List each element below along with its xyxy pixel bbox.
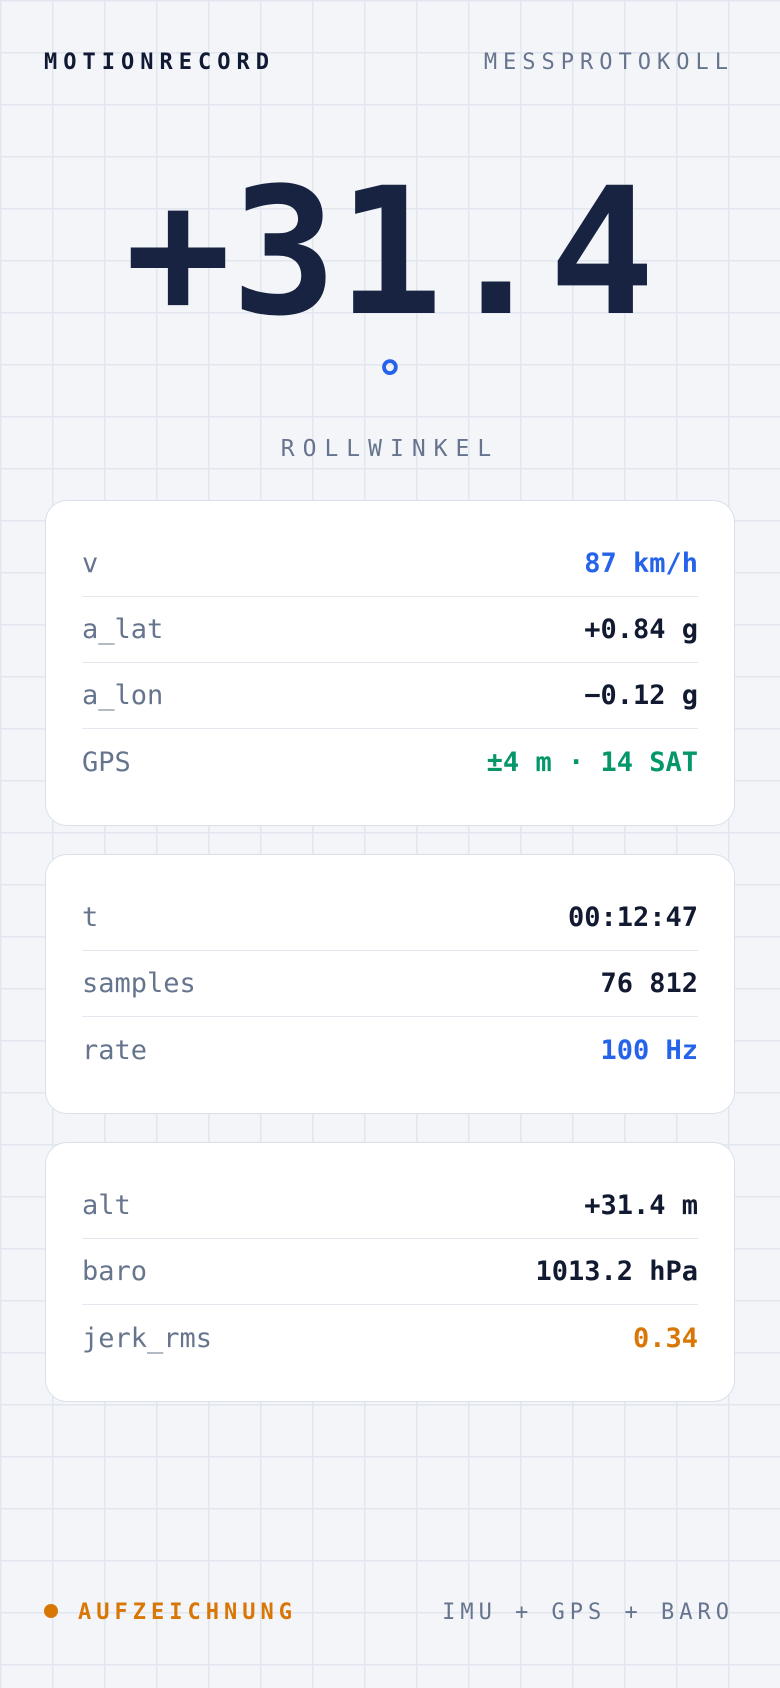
brand: MOTIONRECORD <box>44 50 275 75</box>
row: samples 76 812 <box>82 951 698 1017</box>
card: t 00:12:47 samples 76 812 rate 100 Hz <box>45 854 735 1114</box>
row-value: −0.12 g <box>584 680 698 711</box>
row: a_lat +0.84 g <box>82 597 698 663</box>
row: t 00:12:47 <box>82 885 698 951</box>
row: baro 1013.2 hPa <box>82 1239 698 1305</box>
row-label: baro <box>82 1256 148 1287</box>
row-value: 76 812 <box>600 968 698 999</box>
row: rate 100 Hz <box>82 1017 698 1083</box>
sensors: IMU + GPS + BARO <box>442 1600 734 1625</box>
row-value: ±4 m · 14 SAT <box>486 746 698 778</box>
row: alt +31.4 m <box>82 1173 698 1239</box>
row-value: 87 km/h <box>584 548 698 579</box>
row-label: GPS <box>82 746 131 778</box>
row-value: 100 Hz <box>600 1034 698 1066</box>
row-value: 00:12:47 <box>567 902 698 933</box>
row: v 87 km/h <box>82 531 698 597</box>
card: alt +31.4 m baro 1013.2 hPa jerk_rms 0.34 <box>45 1142 735 1402</box>
row-label: jerk_rms <box>82 1322 213 1354</box>
hero-value: +31.4 <box>125 150 655 355</box>
row-value: 1013.2 hPa <box>535 1256 698 1287</box>
row: a_lon −0.12 g <box>82 663 698 729</box>
row-label: v <box>82 548 99 579</box>
status: AUFZEICHNUNG <box>44 1600 297 1625</box>
header-label: MESSPROTOKOLL <box>483 50 734 75</box>
row-label: alt <box>82 1190 131 1221</box>
row: jerk_rms 0.34 <box>82 1305 698 1371</box>
card: v 87 km/h a_lat +0.84 g a_lon −0.12 g GPS ±4… <box>45 500 735 826</box>
hero-unit: ° <box>375 351 405 407</box>
hero-label: ROLLWINKEL <box>280 436 500 462</box>
row-value: +31.4 m <box>584 1190 698 1221</box>
row-label: rate <box>82 1034 148 1066</box>
row-value: 0.34 <box>632 1322 698 1354</box>
row: GPS ±4 m · 14 SAT <box>82 729 698 795</box>
row-value: +0.84 g <box>584 614 698 645</box>
row-label: t <box>82 902 99 933</box>
row-label: a_lat <box>82 614 164 645</box>
row-label: samples <box>82 968 196 999</box>
row-label: a_lon <box>82 680 164 711</box>
